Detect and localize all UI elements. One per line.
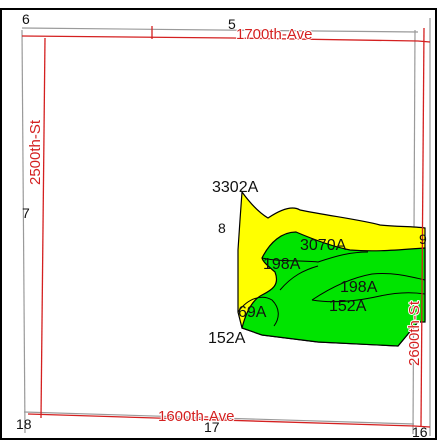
soil-polygons	[237, 190, 426, 347]
road-east	[420, 27, 425, 427]
soil-label-3302a: 3302A	[212, 179, 259, 196]
soil-label-198a-left: 198A	[263, 256, 301, 273]
soil-label-198a-right: 198A	[340, 279, 378, 296]
section-label-5: 5	[228, 16, 236, 32]
road-label-east: 2600th-St	[406, 300, 423, 366]
road-west	[40, 37, 46, 419]
section-label-7: 7	[22, 205, 30, 221]
section-label-6: 6	[22, 11, 30, 27]
road-label-south: 1600th-Ave	[158, 408, 234, 425]
soil-label-3070a: 3070A	[300, 237, 347, 254]
section-label-16: 16	[412, 424, 428, 440]
section-label-9: 9	[419, 231, 427, 247]
roads	[21, 26, 431, 428]
soil-boundary-69a	[237, 296, 279, 327]
soil-label-69a: 69A	[238, 304, 267, 321]
road-label-west: 2500th-St	[27, 119, 44, 185]
road-north	[21, 35, 431, 43]
soil-label-152a-right: 152A	[329, 298, 367, 315]
soil-label-152a-left: 152A	[208, 330, 246, 347]
map-frame	[0, 8, 437, 440]
soil-boundary-dark-line	[279, 265, 319, 291]
section-label-17: 17	[204, 419, 220, 435]
soil-boundary-198a-152a	[311, 273, 426, 303]
section-label-18: 18	[16, 416, 32, 432]
section-label-8: 8	[218, 220, 226, 236]
road-label-north: 1700th-Ave	[236, 26, 312, 43]
road-south	[27, 413, 431, 428]
soil-boundary-inner	[261, 251, 369, 263]
